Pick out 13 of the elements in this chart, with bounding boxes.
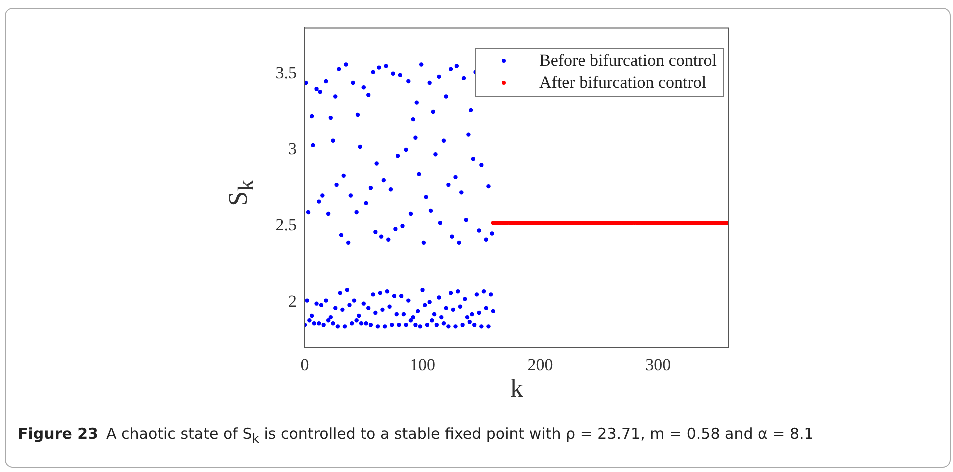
x-tick-label: 0 bbox=[300, 356, 310, 375]
legend-label: Before bifurcation control bbox=[540, 50, 717, 72]
x-tick-label: 100 bbox=[410, 356, 436, 375]
y-tick-label: 2 bbox=[288, 292, 297, 311]
y-tick-label: 2.5 bbox=[276, 216, 297, 235]
legend-label: After bifurcation control bbox=[540, 72, 707, 94]
y-tick-label: 3 bbox=[288, 139, 297, 158]
text: A chaotic state of S$_{k}$ is controlled to a stable fixed point with ρ = 23.71, m = 0.58 and α = 8.1 bbox=[106, 425, 814, 446]
x-axis-title: k bbox=[510, 374, 524, 404]
caption: Figure 23 bbox=[18, 425, 98, 443]
x-tick-label: 200 bbox=[528, 356, 554, 375]
x-tick-label: 300 bbox=[646, 356, 672, 375]
y-tick-label: 3.5 bbox=[276, 63, 297, 82]
